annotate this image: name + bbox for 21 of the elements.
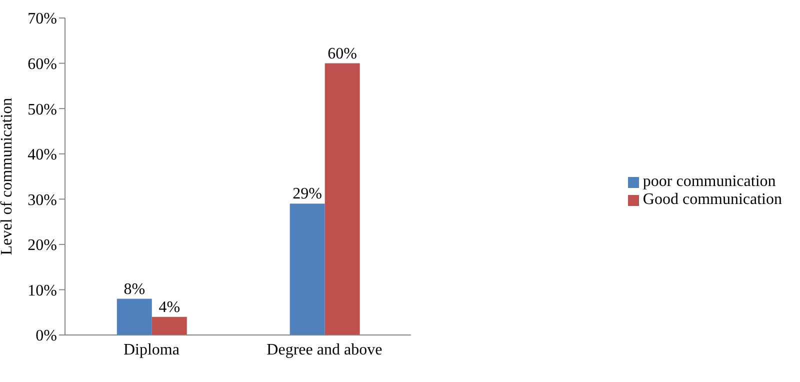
y-axis-title: Level of communication bbox=[0, 98, 16, 256]
data-label: 8% bbox=[124, 280, 146, 298]
y-tick-label: 30% bbox=[28, 192, 57, 209]
y-tick-label: 40% bbox=[28, 146, 57, 164]
data-label: 60% bbox=[328, 45, 358, 62]
x-tick-label: Diploma bbox=[123, 341, 180, 358]
y-tick-label: 70% bbox=[28, 10, 57, 28]
y-tick-label: 50% bbox=[28, 101, 57, 118]
bar bbox=[324, 63, 360, 335]
bar bbox=[116, 298, 152, 335]
y-tick-label: 10% bbox=[28, 282, 57, 300]
legend-label: Good communication bbox=[642, 191, 782, 208]
y-tick-label: 20% bbox=[28, 237, 57, 254]
bar bbox=[152, 316, 187, 335]
y-tick-label: 0% bbox=[36, 328, 57, 345]
bar bbox=[290, 204, 325, 335]
y-tick-label: 60% bbox=[28, 56, 57, 73]
data-label: 4% bbox=[158, 298, 180, 316]
legend-label: poor communication bbox=[642, 173, 776, 190]
x-tick-label: Degree and above bbox=[266, 341, 382, 358]
data-label: 29% bbox=[292, 186, 322, 203]
